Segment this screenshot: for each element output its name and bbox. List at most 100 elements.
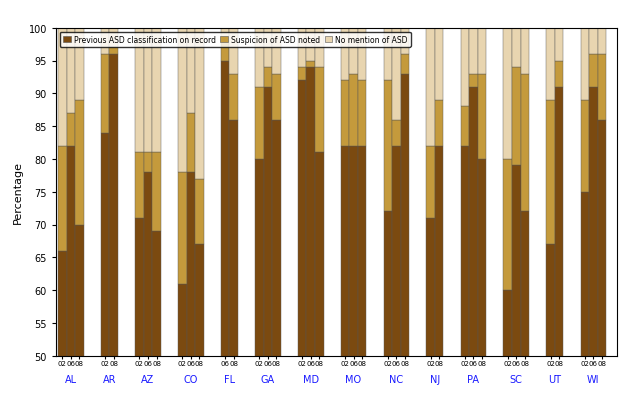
Legend: Previous ASD classification on record, Suspicion of ASD noted, No mention of ASD: Previous ASD classification on record, S… <box>60 32 411 47</box>
Bar <box>521 29 529 74</box>
Bar <box>435 29 444 101</box>
Bar <box>392 29 401 120</box>
Bar <box>478 29 487 74</box>
Bar <box>135 153 144 218</box>
Bar <box>110 48 118 55</box>
Bar <box>512 29 521 68</box>
Bar <box>229 29 238 74</box>
Bar <box>503 290 512 409</box>
Bar <box>392 146 401 409</box>
Bar <box>186 29 195 114</box>
Bar <box>435 146 444 409</box>
Bar <box>264 68 272 88</box>
Bar <box>221 42 229 61</box>
Bar <box>581 101 589 192</box>
Bar <box>307 29 315 61</box>
Bar <box>358 81 366 146</box>
Bar <box>307 61 315 68</box>
Bar <box>512 68 521 166</box>
Bar <box>195 245 204 409</box>
Bar <box>401 29 409 55</box>
Bar <box>478 74 487 160</box>
Bar <box>589 29 597 55</box>
Bar <box>75 29 83 101</box>
Bar <box>597 55 606 120</box>
Bar <box>255 88 264 160</box>
Bar <box>350 29 358 74</box>
Bar <box>101 29 110 55</box>
Bar <box>152 153 161 231</box>
Bar <box>186 114 195 173</box>
Bar <box>521 74 529 212</box>
Bar <box>341 146 350 409</box>
Bar <box>144 29 152 153</box>
Bar <box>110 29 118 48</box>
Bar <box>58 29 67 146</box>
Bar <box>546 101 555 245</box>
Bar <box>195 29 204 179</box>
Bar <box>589 55 597 88</box>
Bar <box>178 284 186 409</box>
Bar <box>469 88 478 409</box>
Bar <box>67 29 75 114</box>
Bar <box>555 61 563 88</box>
Bar <box>384 212 392 409</box>
Bar <box>186 173 195 409</box>
Bar <box>469 74 478 88</box>
Bar <box>546 29 555 101</box>
Bar <box>272 29 281 74</box>
Bar <box>298 68 307 81</box>
Bar <box>298 29 307 68</box>
Bar <box>178 29 186 173</box>
Bar <box>221 29 229 42</box>
Bar <box>75 225 83 409</box>
Bar <box>264 29 272 68</box>
Bar <box>426 218 435 409</box>
Bar <box>435 101 444 146</box>
Bar <box>101 133 110 409</box>
Bar <box>58 251 67 409</box>
Bar <box>110 55 118 409</box>
Bar <box>358 29 366 81</box>
Bar <box>221 61 229 409</box>
Bar <box>384 29 392 81</box>
Bar <box>315 153 323 409</box>
Bar <box>503 160 512 290</box>
Bar <box>298 81 307 409</box>
Bar <box>589 88 597 409</box>
Bar <box>401 74 409 409</box>
Bar <box>555 29 563 61</box>
Bar <box>460 107 469 146</box>
Bar <box>75 101 83 225</box>
Bar <box>307 68 315 409</box>
Bar <box>255 29 264 88</box>
Bar <box>426 146 435 218</box>
Bar <box>512 166 521 409</box>
Bar <box>503 29 512 160</box>
Bar <box>67 146 75 409</box>
Bar <box>597 29 606 55</box>
Bar <box>546 245 555 409</box>
Bar <box>178 173 186 284</box>
Bar <box>401 55 409 74</box>
Bar <box>135 29 144 153</box>
Bar <box>521 212 529 409</box>
Bar <box>229 74 238 120</box>
Bar <box>229 120 238 409</box>
Bar <box>478 160 487 409</box>
Bar <box>101 55 110 133</box>
Bar <box>597 120 606 409</box>
Bar <box>341 29 350 81</box>
Bar <box>58 146 67 251</box>
Bar <box>460 146 469 409</box>
Bar <box>272 120 281 409</box>
Bar <box>315 68 323 153</box>
Y-axis label: Percentage: Percentage <box>13 161 23 224</box>
Bar <box>581 29 589 101</box>
Bar <box>384 81 392 212</box>
Bar <box>152 29 161 153</box>
Bar <box>135 218 144 409</box>
Bar <box>195 179 204 245</box>
Bar <box>341 81 350 146</box>
Bar <box>358 146 366 409</box>
